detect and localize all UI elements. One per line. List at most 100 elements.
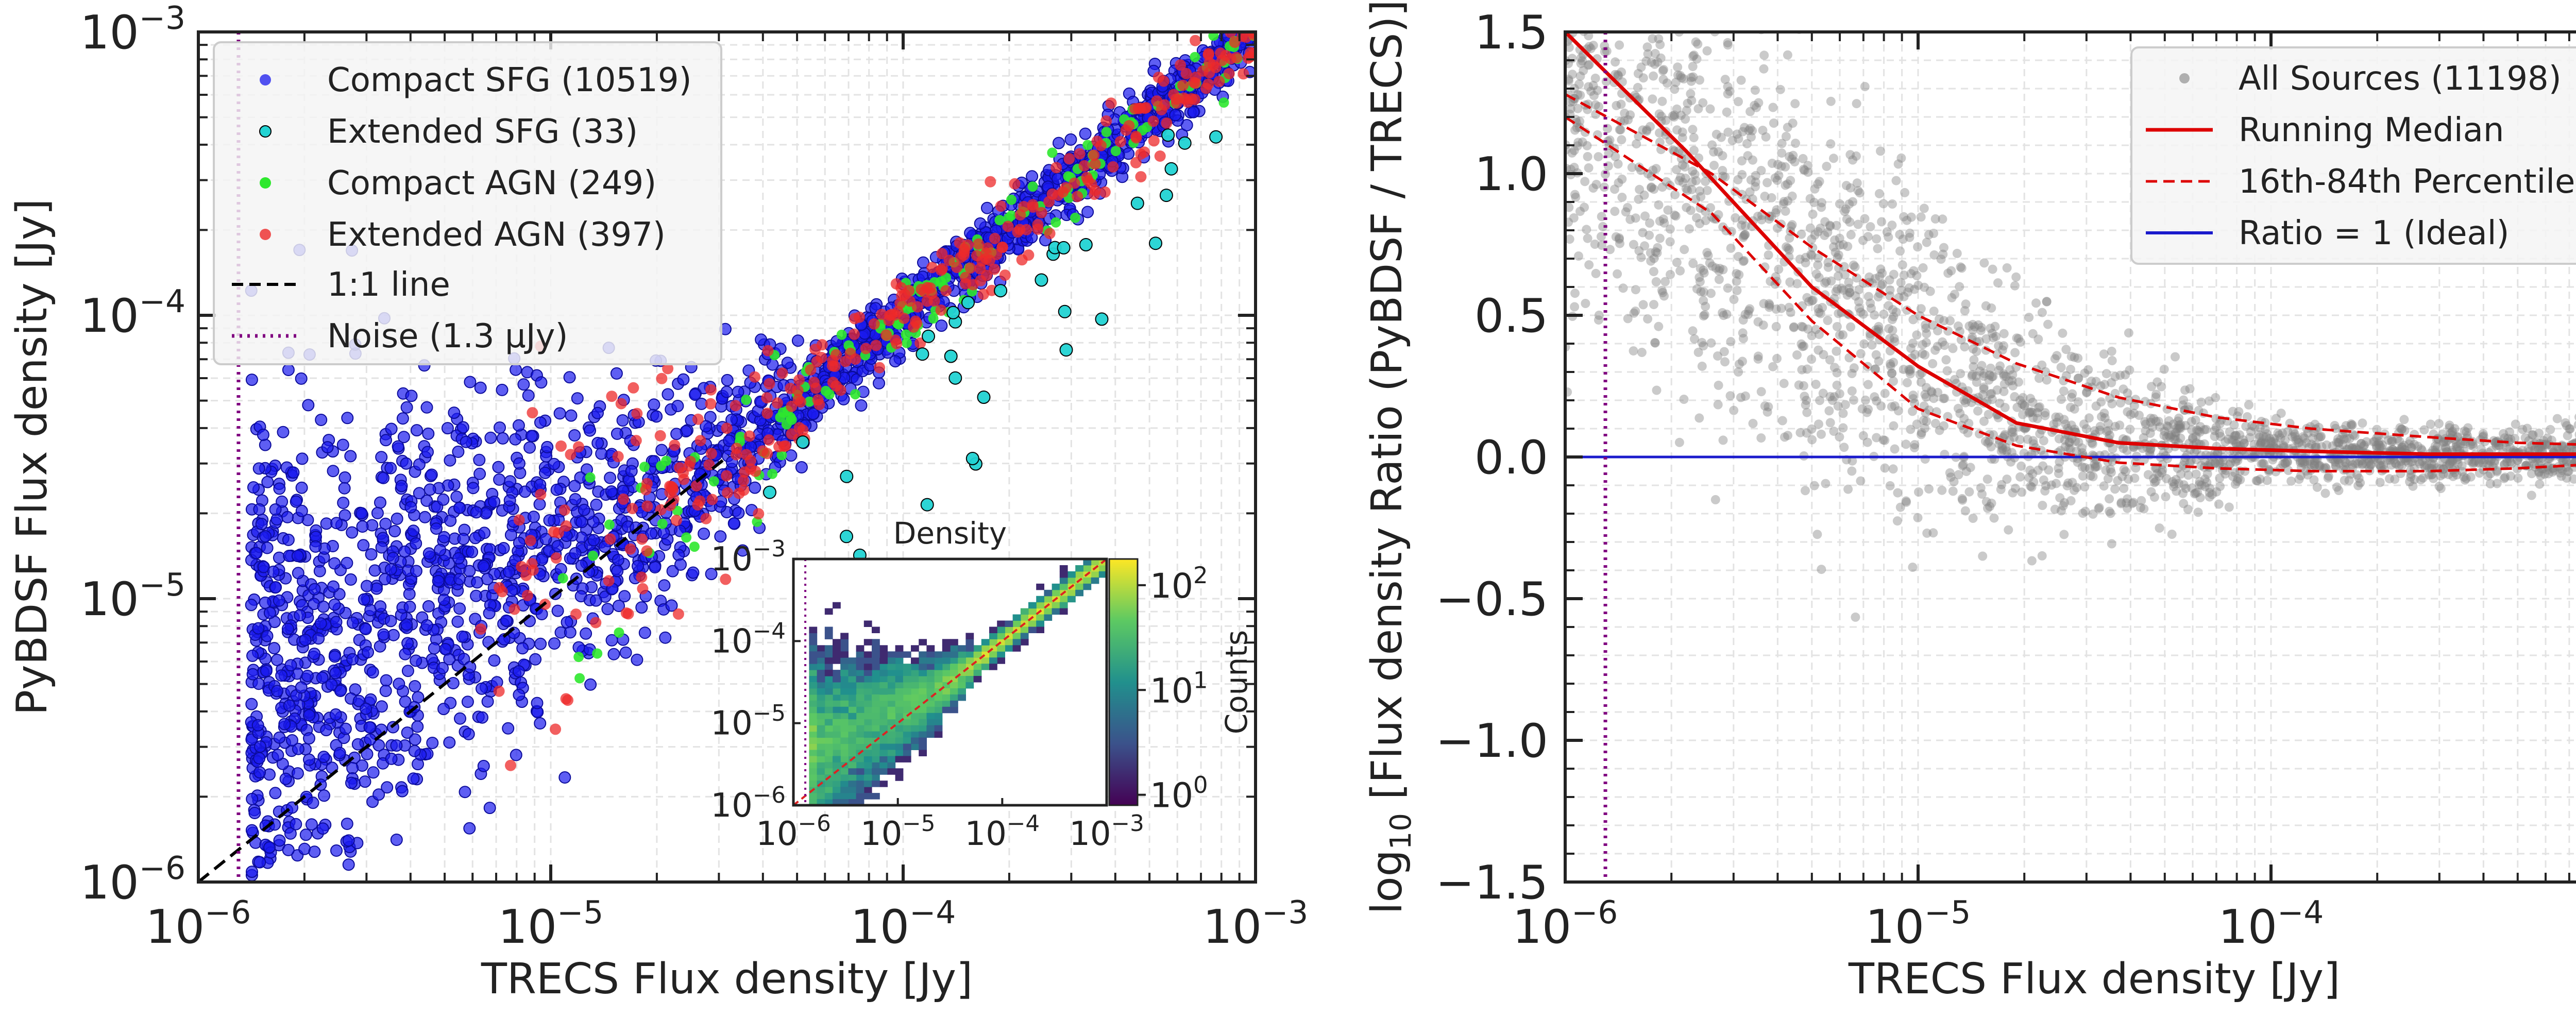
point-all-sources: [1705, 104, 1715, 114]
inset-y-tick-label: 10−4: [710, 618, 786, 660]
point-compact-sfg: [645, 527, 658, 540]
point-all-sources: [1848, 197, 1858, 207]
point-all-sources: [2501, 443, 2511, 452]
point-extended-sfg: [1159, 189, 1173, 202]
point-all-sources: [1809, 197, 1819, 207]
point-compact-sfg: [359, 775, 371, 788]
point-compact-sfg: [674, 558, 687, 571]
point-all-sources: [1993, 278, 2003, 288]
point-all-sources: [1590, 19, 1599, 28]
point-all-sources: [1675, 71, 1685, 80]
left-legend-box: [213, 41, 722, 365]
point-all-sources: [1908, 315, 1918, 325]
heatmap-cell: [895, 725, 904, 732]
point-compact-sfg: [618, 590, 631, 603]
heatmap-cell: [872, 639, 880, 646]
point-all-sources: [2252, 476, 2262, 486]
point-all-sources: [1604, 18, 1613, 27]
left-y-tick-label: 10−5: [80, 567, 185, 626]
point-compact-sfg: [400, 618, 413, 631]
point-all-sources: [2204, 396, 2214, 406]
point-all-sources: [2485, 479, 2495, 488]
point-compact-sfg: [327, 465, 340, 478]
point-compact-sfg: [467, 482, 480, 495]
point-all-sources: [2453, 459, 2463, 469]
point-compact-sfg: [1081, 206, 1094, 218]
point-all-sources: [1833, 253, 1842, 263]
heatmap-cell: [958, 664, 966, 670]
point-all-sources: [1612, 100, 1621, 110]
point-all-sources: [2316, 431, 2326, 441]
point-compact-sfg: [453, 501, 466, 514]
point-compact-sfg: [434, 544, 447, 556]
point-all-sources: [1723, 127, 1733, 137]
point-extended-agn: [720, 573, 732, 585]
heatmap-cell: [872, 743, 880, 750]
point-all-sources: [1716, 132, 1726, 142]
heatmap-cell: [895, 768, 904, 775]
point-compact-sfg: [488, 654, 501, 667]
heatmap-cell: [817, 713, 825, 720]
heatmap-cell: [824, 731, 833, 738]
point-all-sources: [1764, 214, 1774, 224]
legend-label-one-to-one: 1:1 line: [327, 266, 450, 304]
point-all-sources: [2183, 402, 2193, 412]
heatmap-cell: [1036, 626, 1044, 633]
point-all-sources: [1858, 309, 1868, 319]
point-all-sources: [1908, 563, 1918, 572]
point-compact-sfg: [305, 818, 318, 831]
point-all-sources: [1722, 107, 1732, 117]
heatmap-cell: [817, 750, 825, 756]
point-all-sources: [1854, 285, 1864, 295]
point-compact-sfg: [470, 506, 483, 519]
heatmap-cell: [989, 664, 997, 670]
point-all-sources: [1798, 154, 1808, 163]
point-extended-sfg: [977, 391, 991, 404]
point-compact-sfg: [466, 546, 479, 558]
point-all-sources: [1847, 386, 1857, 396]
point-all-sources: [1933, 326, 1942, 335]
point-compact-sfg: [795, 461, 808, 473]
point-all-sources: [2386, 460, 2396, 470]
point-all-sources: [2006, 457, 2015, 467]
point-all-sources: [2099, 481, 2109, 491]
heatmap-cell: [950, 670, 958, 676]
point-all-sources: [1565, 234, 1574, 244]
point-extended-agn: [785, 382, 796, 394]
point-extended-agn: [1100, 115, 1112, 127]
point-all-sources: [2056, 506, 2066, 516]
point-all-sources: [1768, 362, 1778, 371]
point-all-sources: [1846, 322, 1856, 332]
heatmap-cell: [824, 762, 833, 769]
point-all-sources: [2273, 428, 2283, 438]
point-all-sources: [1849, 363, 1859, 373]
point-all-sources: [1663, 205, 1673, 215]
point-compact-sfg: [454, 712, 466, 725]
heatmap-cell: [863, 781, 872, 787]
point-all-sources: [1985, 502, 1995, 512]
heatmap-cell: [911, 719, 919, 726]
heatmap-cell: [863, 762, 872, 769]
point-compact-sfg: [437, 594, 450, 606]
point-all-sources: [2171, 474, 2181, 484]
point-all-sources: [2260, 438, 2270, 448]
point-all-sources: [2000, 430, 2010, 439]
heatmap-cell: [997, 626, 1005, 633]
point-all-sources: [2044, 465, 2054, 475]
heatmap-cell: [926, 682, 935, 689]
point-all-sources: [1629, 240, 1638, 249]
point-all-sources: [1583, 233, 1592, 243]
point-all-sources: [1701, 216, 1710, 225]
point-all-sources: [1754, 98, 1764, 108]
heatmap-cell: [919, 737, 927, 744]
heatmap-cell: [919, 725, 927, 732]
point-compact-sfg: [595, 447, 608, 460]
point-all-sources: [2104, 426, 2113, 435]
heatmap-cell: [848, 725, 857, 732]
point-extended-agn: [1105, 97, 1117, 109]
point-all-sources: [1650, 59, 1659, 69]
point-extended-agn: [721, 470, 733, 482]
point-compact-sfg: [259, 596, 272, 609]
point-all-sources: [1983, 438, 1993, 448]
